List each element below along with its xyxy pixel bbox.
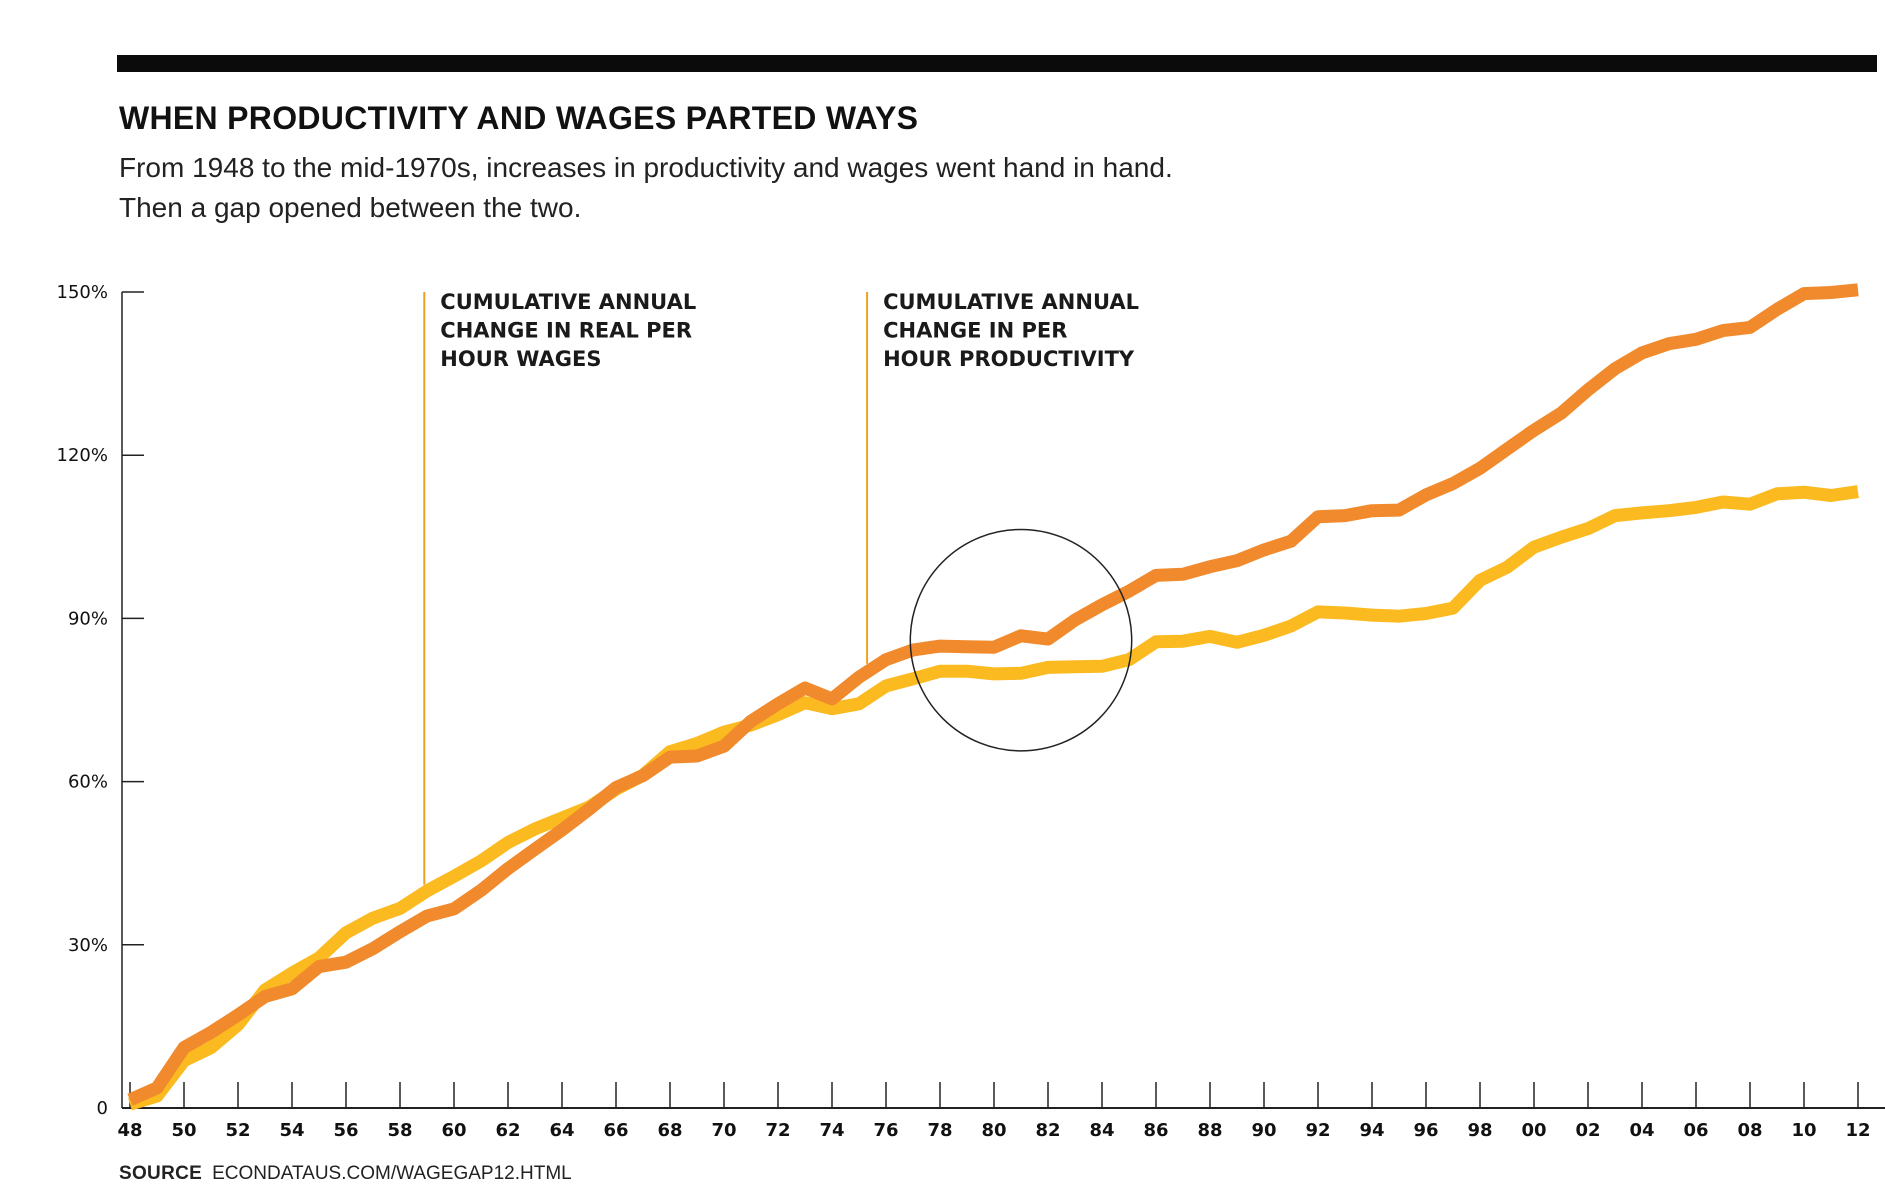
x-tick-label: 54 xyxy=(279,1120,304,1141)
source-note: SOURCE ECONDATAUS.COM/WAGEGAP12.HTML xyxy=(119,1163,572,1185)
x-tick-label: 64 xyxy=(549,1120,574,1141)
x-tick-label: 96 xyxy=(1413,1120,1438,1141)
x-tick-label: 88 xyxy=(1197,1120,1222,1141)
productivity-annotation-text: CHANGE IN PER xyxy=(883,319,1067,343)
x-tick-label: 02 xyxy=(1575,1120,1600,1141)
chart-subtitle: From 1948 to the mid-1970s, increases in… xyxy=(119,148,1519,228)
x-tick-label: 70 xyxy=(711,1120,736,1141)
y-tick-label: 150% xyxy=(57,282,108,303)
productivity-annotation-text: CUMULATIVE ANNUAL xyxy=(883,290,1139,314)
y-tick-label: 90% xyxy=(68,608,108,629)
x-tick-label: 12 xyxy=(1845,1120,1870,1141)
subtitle-line-2: Then a gap opened between the two. xyxy=(119,192,582,223)
x-tick-label: 90 xyxy=(1251,1120,1276,1141)
x-tick-label: 48 xyxy=(117,1120,142,1141)
y-tick-label: 120% xyxy=(57,445,108,466)
wages-annotation-text: CUMULATIVE ANNUAL xyxy=(440,290,696,314)
x-tick-label: 66 xyxy=(603,1120,628,1141)
x-tick-label: 60 xyxy=(441,1120,466,1141)
x-tick-label: 78 xyxy=(927,1120,952,1141)
y-tick-label: 0 xyxy=(97,1098,108,1119)
x-tick-label: 08 xyxy=(1737,1120,1762,1141)
x-tick-label: 80 xyxy=(981,1120,1006,1141)
y-tick-label: 60% xyxy=(68,772,108,793)
x-tick-label: 74 xyxy=(819,1120,844,1141)
x-tick-label: 04 xyxy=(1629,1120,1654,1141)
x-tick-label: 56 xyxy=(333,1120,358,1141)
chart-title: WHEN PRODUCTIVITY AND WAGES PARTED WAYS xyxy=(119,100,919,136)
x-tick-label: 58 xyxy=(387,1120,412,1141)
x-tick-label: 00 xyxy=(1521,1120,1546,1141)
subtitle-line-1: From 1948 to the mid-1970s, increases in… xyxy=(119,152,1173,183)
x-tick-label: 98 xyxy=(1467,1120,1492,1141)
x-tick-label: 92 xyxy=(1305,1120,1330,1141)
wages-series-line xyxy=(128,485,1859,1111)
x-tick-label: 10 xyxy=(1791,1120,1816,1141)
y-tick-label: 30% xyxy=(68,935,108,956)
header-rule xyxy=(117,55,1877,72)
x-tick-label: 76 xyxy=(873,1120,898,1141)
x-tick-label: 68 xyxy=(657,1120,682,1141)
wages-annotation-text: CHANGE IN REAL PER xyxy=(440,319,692,343)
x-tick-label: 84 xyxy=(1089,1120,1114,1141)
x-tick-label: 72 xyxy=(765,1120,790,1141)
x-tick-label: 52 xyxy=(225,1120,250,1141)
source-url: ECONDATAUS.COM/WAGEGAP12.HTML xyxy=(212,1163,572,1184)
x-tick-label: 94 xyxy=(1359,1120,1384,1141)
source-label: SOURCE xyxy=(119,1163,203,1184)
highlight-circle xyxy=(909,528,1133,752)
x-tick-label: 82 xyxy=(1035,1120,1060,1141)
wages-annotation-text: HOUR WAGES xyxy=(440,347,601,371)
productivity-annotation-text: HOUR PRODUCTIVITY xyxy=(883,347,1135,371)
x-tick-label: 06 xyxy=(1683,1120,1708,1141)
x-tick-label: 86 xyxy=(1143,1120,1168,1141)
productivity-series-line xyxy=(127,283,1859,1106)
x-tick-label: 62 xyxy=(495,1120,520,1141)
x-tick-label: 50 xyxy=(171,1120,196,1141)
